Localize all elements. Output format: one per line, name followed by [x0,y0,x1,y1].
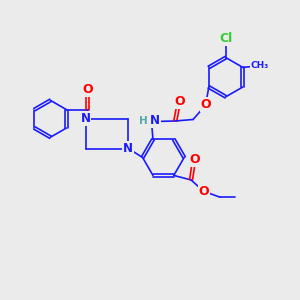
Text: N: N [123,142,133,155]
Text: H: H [139,116,148,126]
Text: CH₃: CH₃ [250,61,268,70]
Text: O: O [199,185,209,198]
Text: O: O [174,94,185,108]
Text: N: N [80,112,91,125]
Text: Cl: Cl [219,32,232,45]
Text: O: O [190,154,200,166]
Text: N: N [150,115,160,128]
Text: O: O [82,83,93,96]
Text: O: O [201,98,211,111]
